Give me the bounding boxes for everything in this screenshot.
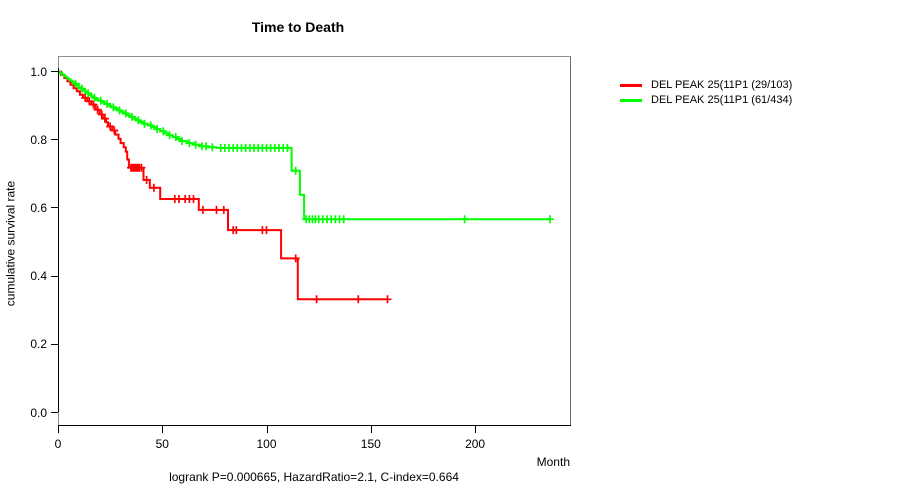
y-axis-line <box>58 68 59 412</box>
legend-item: DEL PEAK 25(11P1 (61/434) <box>620 93 792 108</box>
y-tick <box>51 207 58 209</box>
y-tick-label: 0.0 <box>30 405 47 420</box>
legend-label: DEL PEAK 25(11P1 (29/103) <box>651 79 793 91</box>
x-tick-label: 50 <box>155 437 169 451</box>
y-tick <box>51 139 58 141</box>
x-axis-line <box>58 425 571 426</box>
x-tick-label: 150 <box>360 437 381 451</box>
x-axis-title: Month <box>536 455 570 469</box>
x-tick-label: 200 <box>465 437 486 451</box>
y-tick-label: 0.2 <box>30 337 47 352</box>
x-tick <box>162 426 164 433</box>
censor-marks <box>81 93 392 304</box>
x-tick-label: 0 <box>54 437 62 451</box>
legend: DEL PEAK 25(11P1 (29/103) DEL PEAK 25(11… <box>620 78 792 108</box>
legend-item: DEL PEAK 25(11P1 (29/103) <box>620 78 792 93</box>
x-tick <box>370 426 372 433</box>
legend-line-swatch-green <box>620 99 642 102</box>
legend-label: DEL PEAK 25(11P1 (61/434) <box>651 94 793 106</box>
legend-line-swatch-red <box>620 84 642 87</box>
y-tick <box>51 275 58 277</box>
y-tick <box>51 412 58 413</box>
x-tick <box>58 426 59 433</box>
y-tick <box>51 343 58 345</box>
y-tick-label: 0.4 <box>30 269 47 284</box>
y-tick-label: 1.0 <box>30 64 47 79</box>
censor-marks <box>71 79 555 224</box>
x-tick-label: 100 <box>256 437 277 451</box>
y-tick <box>51 71 58 72</box>
stats-caption: logrank P=0.000665, HazardRatio=2.1, C-i… <box>169 470 459 484</box>
y-tick-label: 0.6 <box>30 200 47 215</box>
y-tick-label: 0.8 <box>30 132 47 147</box>
survival-curves-canvas <box>58 70 555 304</box>
survival-curve <box>58 70 551 221</box>
chart-title: Time to Death <box>251 19 345 35</box>
x-tick <box>266 426 268 433</box>
x-tick <box>475 426 477 433</box>
y-axis-title: cumulative survival rate <box>3 180 18 307</box>
plot-area <box>58 56 571 426</box>
